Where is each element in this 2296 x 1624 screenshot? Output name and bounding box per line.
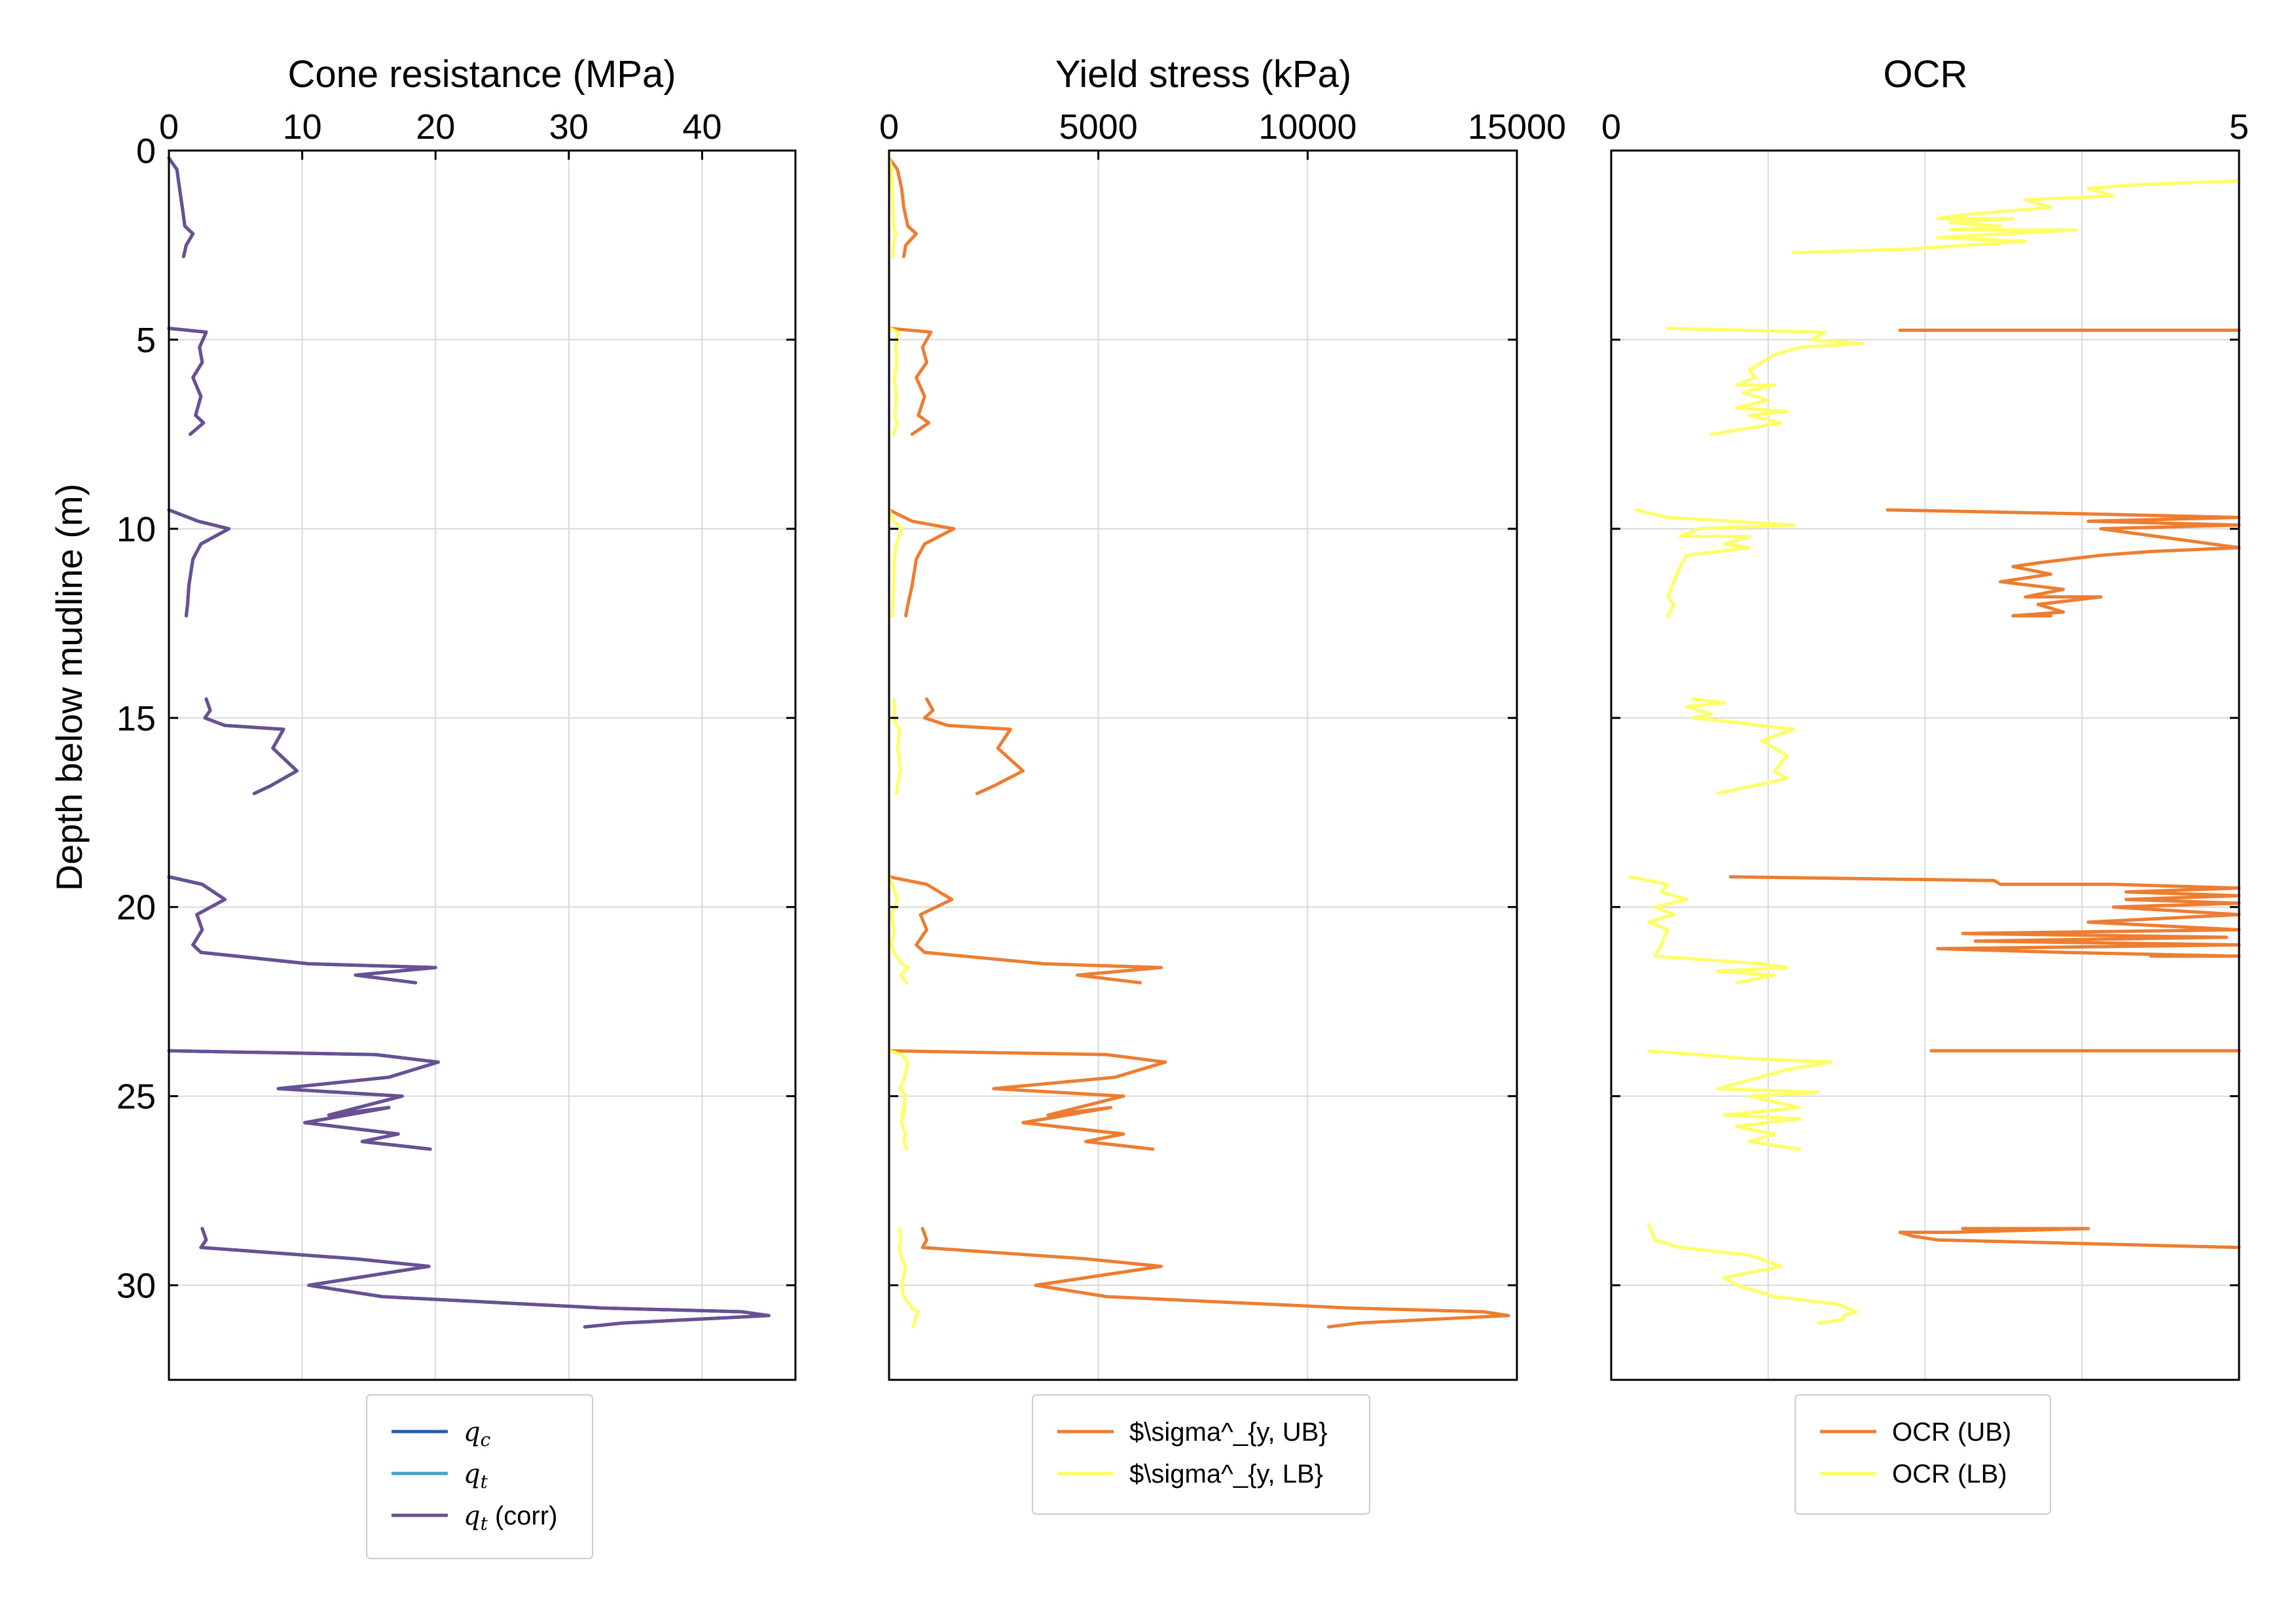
series-line-1 bbox=[887, 1049, 910, 1151]
x-tick-label: 30 bbox=[549, 107, 589, 147]
series-line-2 bbox=[167, 156, 195, 259]
legend-entry: $\sigma^_{y, UB} bbox=[1129, 1418, 1328, 1447]
axes-frame bbox=[1610, 149, 2240, 1381]
legend-entry: qt (corr) bbox=[464, 1501, 558, 1534]
legend: $\sigma^_{y, UB} $\sigma^_{y, LB} bbox=[1032, 1394, 1370, 1515]
ocr-panel: OCR 0 5 OCR (UB) OCR (LB) bbox=[1601, 53, 2249, 1515]
y-tick-label: 15 bbox=[117, 699, 156, 738]
y-tick-label: 30 bbox=[117, 1267, 156, 1306]
legend-entry: qc bbox=[464, 1417, 491, 1451]
series-line-1 bbox=[1647, 1049, 1833, 1151]
series-line-0 bbox=[887, 875, 1163, 984]
x-tick-label: 15000 bbox=[1468, 107, 1566, 147]
legend-entry: OCR (LB) bbox=[1892, 1460, 2007, 1489]
series-line-1 bbox=[1666, 327, 1865, 436]
x-tick-label: 10 bbox=[283, 107, 322, 147]
series-line-2 bbox=[167, 327, 208, 436]
x-tick-label: 0 bbox=[159, 107, 179, 147]
series-line-2 bbox=[167, 1049, 440, 1151]
x-tick-label: 20 bbox=[416, 107, 455, 147]
legend-entry: qt bbox=[464, 1459, 488, 1492]
y-tick-label: 0 bbox=[136, 132, 156, 171]
x-tick-label: 0 bbox=[879, 107, 899, 147]
series-line-1 bbox=[1634, 508, 1795, 618]
legend-box bbox=[366, 1394, 593, 1559]
axes-frame bbox=[888, 149, 1518, 1381]
axes-frame bbox=[168, 149, 797, 1381]
x-tick-label: 0 bbox=[1601, 107, 1621, 147]
series-line-2 bbox=[199, 1227, 771, 1329]
series-line-1 bbox=[887, 156, 898, 259]
series-line-2 bbox=[167, 875, 437, 984]
series-line-0 bbox=[887, 156, 919, 259]
series-line-1 bbox=[1647, 1223, 1858, 1325]
ocr-title: OCR bbox=[1884, 53, 1968, 96]
series-line-0 bbox=[1728, 875, 2241, 958]
series-line-1 bbox=[199, 1227, 771, 1329]
y-tick-label: 5 bbox=[136, 321, 156, 360]
series-line-2 bbox=[203, 697, 299, 795]
cone-resistance-title: Cone resistance (MPa) bbox=[287, 53, 676, 96]
series-line-2 bbox=[167, 508, 231, 618]
series-line-1 bbox=[887, 508, 904, 618]
yield-stress-title: Yield stress (kPa) bbox=[1055, 53, 1351, 96]
legend-entry: $\sigma^_{y, LB} bbox=[1129, 1460, 1323, 1489]
series-line-1 bbox=[892, 697, 902, 795]
series-line-0 bbox=[1886, 508, 2241, 618]
legend-box bbox=[1032, 1394, 1370, 1515]
legend: qc qt qt (corr) bbox=[366, 1394, 593, 1559]
y-tick-label: 25 bbox=[117, 1077, 156, 1117]
x-tick-label: 5 bbox=[2229, 107, 2249, 147]
series-line-0 bbox=[199, 1227, 771, 1329]
series-line-0 bbox=[1898, 1227, 2241, 1250]
cone-resistance-panel: Cone resistance (MPa) 0 10 20 30 40 0 5 10 15 20 2… bbox=[117, 53, 797, 1559]
legend-box bbox=[1795, 1394, 2051, 1515]
y-axis-label: Depth below mudline (m) bbox=[48, 484, 90, 891]
series-line-1 bbox=[1685, 697, 1795, 795]
x-tick-label: 5000 bbox=[1059, 107, 1138, 147]
series-line-1 bbox=[887, 875, 910, 984]
series-line-0 bbox=[920, 1227, 1510, 1329]
legend: OCR (UB) OCR (LB) bbox=[1795, 1394, 2051, 1515]
x-tick-label: 10000 bbox=[1258, 107, 1357, 147]
series-line-0 bbox=[887, 508, 956, 618]
y-tick-label: 20 bbox=[117, 888, 156, 928]
series-line-1 bbox=[1628, 875, 1789, 984]
x-tick-label: 40 bbox=[682, 107, 721, 147]
series-line-1 bbox=[887, 327, 900, 436]
series-line-1 bbox=[897, 1227, 920, 1329]
series-line-0 bbox=[922, 697, 1025, 795]
yield-stress-panel: Yield stress (kPa) 0 5000 10000 15000 $\sigm… bbox=[879, 53, 1566, 1515]
series-line-1 bbox=[1791, 179, 2241, 255]
y-tick-label: 10 bbox=[117, 510, 156, 549]
legend-entry: OCR (UB) bbox=[1892, 1418, 2011, 1447]
series-line-0 bbox=[887, 1049, 1167, 1151]
series-line-0 bbox=[887, 327, 933, 436]
